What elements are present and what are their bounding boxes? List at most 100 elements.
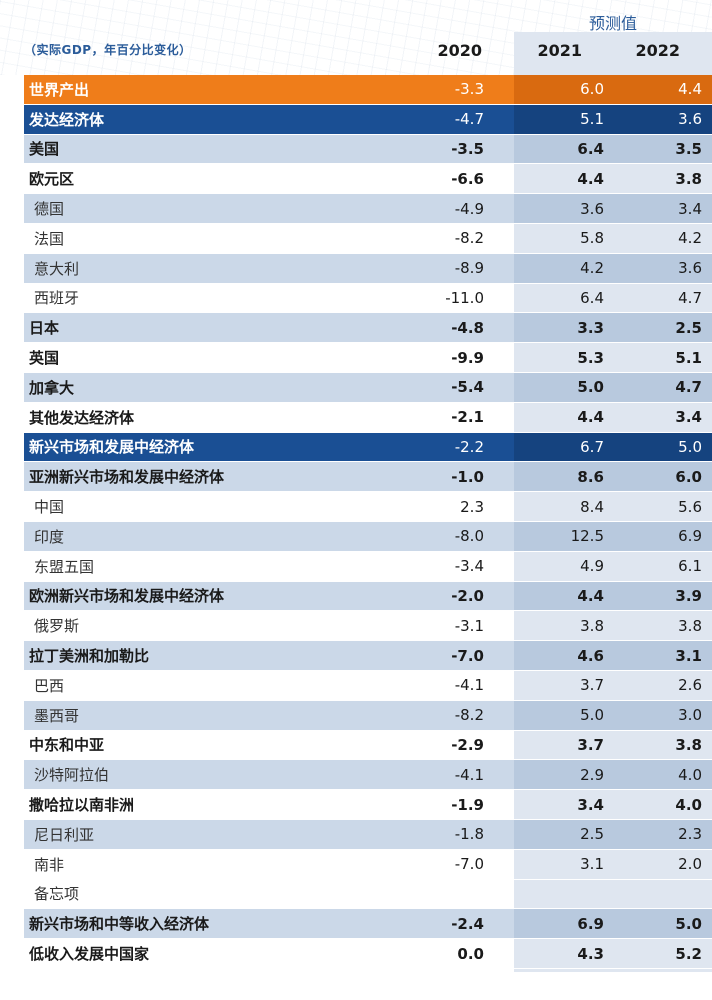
forecast-cell-background bbox=[514, 313, 712, 343]
row-label: 印度 bbox=[34, 527, 65, 546]
value-2021: 5.3 bbox=[577, 348, 604, 367]
forecast-cell-background bbox=[514, 253, 712, 283]
value-2021: 8.6 bbox=[577, 467, 604, 486]
row-label: 德国 bbox=[34, 200, 65, 219]
row-label: 新兴市场和中等收入经济体 bbox=[29, 915, 210, 934]
value-2021: 6.0 bbox=[580, 80, 604, 99]
row-label: 法国 bbox=[34, 229, 65, 248]
value-2020: 0.0 bbox=[457, 944, 484, 963]
value-2020: -8.2 bbox=[454, 706, 484, 725]
value-2021: 4.4 bbox=[577, 408, 604, 427]
value-2021: 6.4 bbox=[580, 288, 604, 307]
value-2022: 3.5 bbox=[675, 139, 702, 158]
value-2022: 4.2 bbox=[678, 229, 702, 248]
forecast-cell-background bbox=[514, 880, 712, 909]
value-2022: 4.4 bbox=[678, 80, 702, 99]
table-row: 西班牙 -11.0 6.4 4.7 bbox=[24, 284, 712, 314]
value-2020: -3.5 bbox=[451, 139, 484, 158]
value-2022: 3.6 bbox=[678, 259, 702, 278]
row-label: 西班牙 bbox=[34, 289, 80, 308]
table-row: 新兴市场和中等收入经济体 -2.4 6.9 5.0 bbox=[24, 909, 712, 940]
forecast-cell-background bbox=[514, 372, 712, 402]
value-2021: 3.4 bbox=[577, 795, 604, 814]
forecast-cell-background bbox=[514, 104, 712, 134]
table-row: 俄罗斯 -3.1 3.8 3.8 bbox=[24, 611, 712, 642]
value-2020: -1.0 bbox=[451, 467, 484, 486]
row-label: 东盟五国 bbox=[34, 557, 95, 576]
value-2020: -6.6 bbox=[451, 169, 484, 188]
table-row: 撒哈拉以南非洲 -1.9 3.4 4.0 bbox=[24, 790, 712, 820]
row-label: 意大利 bbox=[34, 259, 80, 278]
value-2021: 4.6 bbox=[577, 646, 604, 665]
table-row: 中东和中亚 -2.9 3.7 3.8 bbox=[24, 731, 712, 761]
value-2020: -8.0 bbox=[454, 527, 484, 546]
value-2022: 3.6 bbox=[678, 110, 702, 129]
value-2020: -7.0 bbox=[451, 646, 484, 665]
row-label: 欧元区 bbox=[29, 170, 75, 189]
value-2021: 3.7 bbox=[580, 676, 604, 695]
unit-label: （实际GDP，年百分比变化） bbox=[24, 43, 192, 57]
value-2022: 4.7 bbox=[678, 288, 702, 307]
table-row: 尼日利亚 -1.8 2.5 2.3 bbox=[24, 819, 712, 850]
value-2022: 6.0 bbox=[675, 467, 702, 486]
table-row: 法国 -8.2 5.8 4.2 bbox=[24, 224, 712, 254]
value-2021: 4.2 bbox=[580, 259, 604, 278]
value-2020: -7.0 bbox=[454, 855, 484, 874]
forecast-cell-background bbox=[514, 760, 712, 790]
value-2020: -2.0 bbox=[451, 586, 484, 605]
year-header-2022: 2022 bbox=[635, 41, 680, 60]
table-row: 亚洲新兴市场和发展中经济体 -1.0 8.6 6.0 bbox=[24, 462, 712, 493]
row-label: 亚洲新兴市场和发展中经济体 bbox=[29, 468, 225, 487]
forecast-cell-background bbox=[514, 75, 712, 104]
value-2022: 5.1 bbox=[675, 348, 702, 367]
table-row: 墨西哥 -8.2 5.0 3.0 bbox=[24, 700, 712, 731]
table-row: 英国 -9.9 5.3 5.1 bbox=[24, 343, 712, 373]
value-2021: 6.4 bbox=[577, 139, 604, 158]
value-2021: 5.1 bbox=[580, 110, 604, 129]
value-2022: 4.0 bbox=[675, 795, 702, 814]
table-row: 东盟五国 -3.4 4.9 6.1 bbox=[24, 552, 712, 582]
table-row: 南非 -7.0 3.1 2.0 bbox=[24, 850, 712, 880]
row-label: 中东和中亚 bbox=[29, 736, 105, 755]
value-2020: -2.9 bbox=[451, 735, 484, 754]
row-label: 巴西 bbox=[34, 676, 65, 695]
value-2022: 4.7 bbox=[675, 378, 702, 397]
value-2022: 3.0 bbox=[678, 706, 702, 725]
table-row: 美国 -3.5 6.4 3.5 bbox=[24, 134, 712, 165]
value-2022: 3.8 bbox=[675, 169, 702, 188]
row-label: 墨西哥 bbox=[34, 706, 80, 725]
value-2022: 2.6 bbox=[678, 676, 702, 695]
value-2021: 5.8 bbox=[580, 229, 604, 248]
value-2022: 2.5 bbox=[675, 318, 702, 337]
value-2021: 3.1 bbox=[580, 855, 604, 874]
value-2022: 3.4 bbox=[678, 199, 702, 218]
row-label: 欧洲新兴市场和发展中经济体 bbox=[29, 587, 225, 606]
value-2021: 5.0 bbox=[580, 706, 604, 725]
value-2020: -1.8 bbox=[454, 825, 484, 844]
value-2022: 5.0 bbox=[675, 914, 702, 933]
value-2021: 3.6 bbox=[580, 199, 604, 218]
value-2020: 2.3 bbox=[460, 497, 484, 516]
value-2020: -9.9 bbox=[451, 348, 484, 367]
value-2021: 3.7 bbox=[577, 735, 604, 754]
forecast-cell-background bbox=[514, 581, 712, 611]
row-label: 撒哈拉以南非洲 bbox=[29, 796, 135, 815]
forecast-cell-background bbox=[514, 700, 712, 730]
value-2021: 5.0 bbox=[577, 378, 604, 397]
value-2022: 5.0 bbox=[678, 437, 702, 456]
table-row: 德国 -4.9 3.6 3.4 bbox=[24, 194, 712, 224]
row-label: 南非 bbox=[34, 855, 65, 874]
table-row: 欧元区 -6.6 4.4 3.8 bbox=[24, 164, 712, 195]
value-2021: 3.3 bbox=[577, 318, 604, 337]
forecast-cell-background bbox=[514, 641, 712, 670]
value-2021: 6.7 bbox=[580, 437, 604, 456]
table-row: 加拿大 -5.4 5.0 4.7 bbox=[24, 372, 712, 403]
table-row: 巴西 -4.1 3.7 2.6 bbox=[24, 671, 712, 701]
value-2022: 3.4 bbox=[675, 408, 702, 427]
value-2020: -1.9 bbox=[451, 795, 484, 814]
row-label: 拉丁美洲和加勒比 bbox=[29, 647, 150, 666]
table-row: 发达经济体 -4.7 5.1 3.6 bbox=[24, 104, 712, 135]
row-label: 英国 bbox=[29, 349, 60, 368]
value-2021: 3.8 bbox=[580, 616, 604, 635]
